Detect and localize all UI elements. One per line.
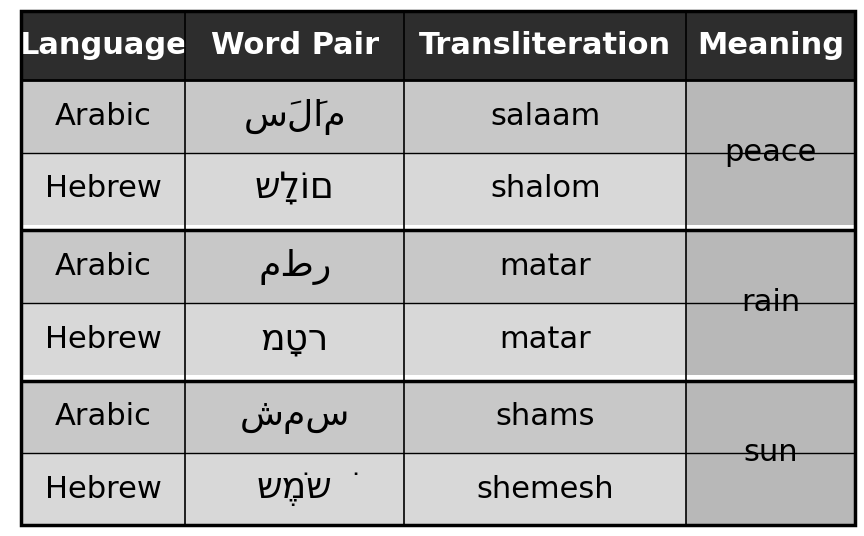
Text: shalom: shalom	[490, 174, 600, 204]
FancyBboxPatch shape	[22, 80, 185, 153]
Text: شمس: شمس	[239, 400, 350, 434]
FancyBboxPatch shape	[185, 11, 404, 80]
Text: Hebrew: Hebrew	[45, 474, 162, 504]
FancyBboxPatch shape	[22, 453, 185, 525]
FancyBboxPatch shape	[22, 153, 185, 225]
FancyBboxPatch shape	[686, 230, 855, 375]
Text: Language: Language	[19, 31, 187, 60]
Text: مطر: مطر	[258, 249, 331, 285]
FancyBboxPatch shape	[404, 453, 686, 525]
Text: peace: peace	[725, 138, 816, 167]
Text: matar: matar	[499, 324, 591, 354]
FancyBboxPatch shape	[185, 80, 404, 153]
FancyBboxPatch shape	[404, 230, 686, 303]
Text: shams: shams	[496, 402, 595, 431]
Text: matar: matar	[499, 252, 591, 281]
Text: שָׁלום: שָׁלום	[255, 172, 334, 206]
Text: Hebrew: Hebrew	[45, 174, 162, 204]
FancyBboxPatch shape	[404, 153, 686, 225]
FancyBboxPatch shape	[404, 80, 686, 153]
Text: Transliteration: Transliteration	[419, 31, 671, 60]
FancyBboxPatch shape	[404, 381, 686, 453]
Text: Arabic: Arabic	[54, 102, 151, 131]
FancyBboxPatch shape	[185, 453, 404, 525]
Text: Meaning: Meaning	[697, 31, 844, 60]
Text: שֶׁמשׁ: שֶׁמשׁ	[257, 472, 333, 506]
FancyBboxPatch shape	[185, 153, 404, 225]
FancyBboxPatch shape	[22, 11, 185, 80]
FancyBboxPatch shape	[185, 230, 404, 303]
Text: Arabic: Arabic	[54, 252, 151, 281]
Text: מָטר: מָטר	[261, 322, 329, 356]
FancyBboxPatch shape	[185, 303, 404, 375]
Text: rain: rain	[741, 288, 800, 317]
FancyBboxPatch shape	[686, 381, 855, 525]
FancyBboxPatch shape	[404, 303, 686, 375]
Text: shemesh: shemesh	[477, 474, 614, 504]
Text: Hebrew: Hebrew	[45, 324, 162, 354]
FancyBboxPatch shape	[185, 381, 404, 453]
FancyBboxPatch shape	[22, 230, 185, 303]
Text: sun: sun	[743, 438, 798, 467]
Text: Arabic: Arabic	[54, 402, 151, 431]
FancyBboxPatch shape	[686, 11, 855, 80]
FancyBboxPatch shape	[22, 381, 185, 453]
FancyBboxPatch shape	[22, 303, 185, 375]
FancyBboxPatch shape	[686, 80, 855, 225]
Text: سَلَام: سَلَام	[244, 99, 346, 135]
Text: Word Pair: Word Pair	[211, 31, 378, 60]
Text: salaam: salaam	[490, 102, 600, 131]
FancyBboxPatch shape	[404, 11, 686, 80]
